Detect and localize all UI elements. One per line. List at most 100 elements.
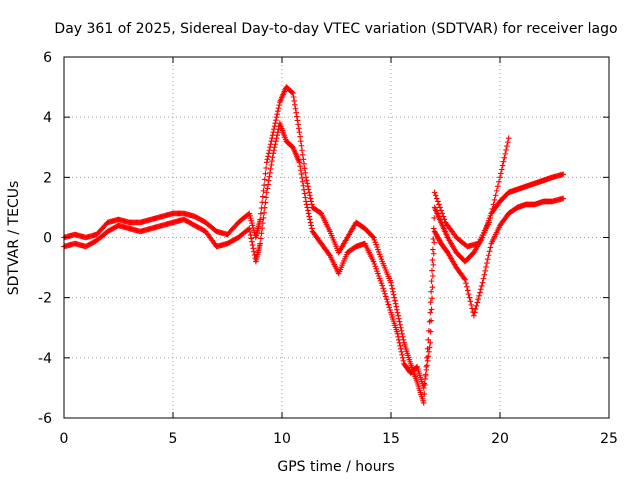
data-point bbox=[300, 156, 307, 163]
data-point bbox=[301, 160, 307, 167]
data-point bbox=[267, 166, 274, 172]
data-point bbox=[264, 185, 271, 192]
data-point bbox=[302, 194, 309, 201]
data-point bbox=[382, 293, 389, 300]
data-point bbox=[260, 215, 267, 221]
data-point bbox=[251, 248, 257, 255]
data-point bbox=[275, 105, 282, 111]
data-point bbox=[428, 306, 435, 313]
data-point bbox=[483, 264, 489, 270]
data-point bbox=[305, 207, 311, 214]
data-point bbox=[304, 180, 311, 187]
data-point bbox=[261, 182, 267, 188]
x-tick-label: 0 bbox=[60, 431, 69, 447]
y-tick-label: 0 bbox=[43, 231, 52, 247]
data-point bbox=[424, 358, 431, 364]
data-point bbox=[400, 358, 407, 364]
data-point bbox=[266, 173, 273, 180]
data-point bbox=[308, 222, 315, 229]
data-point bbox=[262, 170, 269, 177]
data-point bbox=[297, 138, 304, 145]
data-point bbox=[428, 278, 435, 284]
data-point bbox=[430, 250, 437, 257]
data-point bbox=[291, 98, 298, 104]
data-point bbox=[263, 165, 269, 171]
data-point bbox=[495, 183, 501, 190]
data-points bbox=[61, 84, 567, 406]
data-point bbox=[484, 260, 490, 266]
x-axis-label: GPS time / hours bbox=[277, 459, 394, 475]
data-point bbox=[390, 291, 397, 298]
data-point bbox=[385, 301, 392, 308]
data-point bbox=[471, 309, 478, 316]
data-point bbox=[305, 183, 311, 190]
data-point bbox=[369, 233, 376, 240]
data-point bbox=[307, 192, 313, 199]
data-point bbox=[486, 219, 492, 226]
data-point bbox=[505, 139, 511, 145]
data-point bbox=[560, 171, 567, 178]
data-point bbox=[439, 210, 446, 217]
data-point bbox=[392, 300, 399, 307]
data-point bbox=[295, 125, 302, 132]
axis-ticks bbox=[63, 56, 610, 419]
y-tick-label: 6 bbox=[43, 50, 52, 66]
data-point bbox=[485, 252, 492, 259]
data-point bbox=[497, 174, 503, 181]
data-point bbox=[463, 280, 469, 287]
data-point bbox=[249, 242, 256, 248]
data-point bbox=[250, 245, 257, 252]
x-tick-label: 10 bbox=[273, 431, 291, 447]
data-point bbox=[301, 165, 308, 172]
data-point bbox=[431, 215, 437, 221]
data-point bbox=[481, 272, 488, 278]
x-tick-label: 25 bbox=[600, 431, 618, 447]
data-point bbox=[395, 312, 401, 319]
data-point bbox=[382, 290, 388, 297]
data-point bbox=[299, 147, 305, 154]
data-point bbox=[393, 303, 400, 310]
data-point bbox=[426, 349, 432, 355]
x-tick-label: 15 bbox=[382, 431, 400, 447]
data-point bbox=[430, 273, 436, 279]
chart-title: Day 361 of 2025, Sidereal Day-to-day VTE… bbox=[54, 21, 617, 37]
data-point bbox=[475, 296, 481, 302]
data-point bbox=[294, 117, 301, 124]
data-point bbox=[428, 288, 434, 295]
data-point bbox=[391, 294, 398, 301]
data-point bbox=[265, 181, 271, 188]
data-point bbox=[326, 251, 332, 258]
data-point bbox=[438, 207, 444, 214]
data-point bbox=[306, 213, 313, 220]
data-point bbox=[436, 201, 442, 208]
data-point bbox=[307, 219, 314, 226]
data-point bbox=[274, 111, 281, 117]
data-point bbox=[441, 216, 448, 223]
data-point bbox=[296, 129, 303, 136]
data-point bbox=[270, 150, 277, 157]
data-point bbox=[560, 195, 567, 202]
data-point bbox=[263, 159, 270, 166]
data-point bbox=[303, 198, 309, 205]
data-point bbox=[260, 220, 266, 226]
data-point bbox=[430, 225, 437, 232]
data-point bbox=[261, 204, 268, 211]
data-point bbox=[476, 293, 482, 299]
data-point bbox=[464, 287, 471, 294]
data-point bbox=[288, 89, 295, 95]
data-point bbox=[246, 225, 253, 232]
data-point bbox=[398, 324, 404, 331]
data-point bbox=[297, 133, 303, 140]
data-point bbox=[398, 327, 405, 334]
data-point bbox=[396, 336, 402, 343]
data-point bbox=[381, 288, 387, 294]
data-point bbox=[294, 113, 300, 120]
data-point bbox=[398, 349, 405, 355]
data-point bbox=[387, 307, 393, 313]
data-point bbox=[397, 321, 403, 328]
data-point bbox=[297, 167, 304, 173]
data-point bbox=[290, 94, 297, 100]
data-point bbox=[431, 189, 438, 196]
data-point bbox=[424, 362, 430, 369]
